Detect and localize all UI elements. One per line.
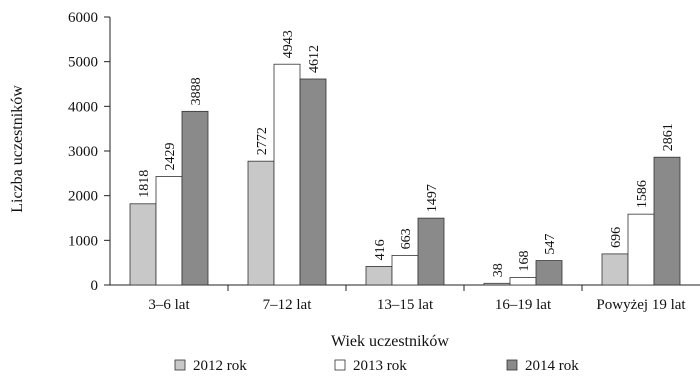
y-axis-ticks: 0 1000 2000 3000 4000 5000 6000 bbox=[68, 10, 110, 294]
bar-2013-cat-3 bbox=[509, 277, 537, 286]
data-label: 2429 bbox=[163, 143, 178, 171]
x-tick-label: 13–15 lat bbox=[377, 297, 434, 313]
data-labels: 1818 2429 3888 2772 4943 4612 416 663 1497 38 168 5… bbox=[137, 30, 676, 277]
data-label: 1586 bbox=[635, 180, 650, 208]
y-tick-label: 5000 bbox=[68, 55, 98, 71]
bar-2014-cat-3 bbox=[535, 260, 563, 286]
y-tick-label: 0 bbox=[91, 278, 99, 294]
bar-2012-cat-2 bbox=[365, 266, 393, 286]
bars bbox=[129, 63, 681, 286]
data-label: 416 bbox=[373, 239, 388, 260]
bar-2012-cat-4 bbox=[601, 253, 629, 286]
bar-2014-cat-2 bbox=[417, 217, 445, 286]
bar-2013-cat-4 bbox=[627, 213, 655, 286]
y-tick-label: 1000 bbox=[68, 233, 98, 249]
data-label: 4612 bbox=[307, 45, 322, 73]
x-tick-label: 16–19 lat bbox=[495, 297, 552, 313]
bar-2014-cat-4 bbox=[653, 156, 681, 286]
y-tick-label: 4000 bbox=[68, 99, 98, 115]
data-label: 168 bbox=[517, 250, 532, 271]
y-tick-label: 6000 bbox=[68, 10, 98, 26]
data-label: 663 bbox=[399, 228, 414, 249]
x-axis-ticks: 3–6 lat 7–12 lat 13–15 lat 16–19 lat Powyżej… bbox=[148, 285, 686, 313]
x-tick-label: 3–6 lat bbox=[148, 297, 190, 313]
data-label: 4943 bbox=[281, 30, 296, 58]
data-label: 1497 bbox=[425, 184, 440, 212]
legend-swatch bbox=[334, 359, 346, 371]
bar-2012-cat-0 bbox=[129, 203, 157, 286]
bar-2012-cat-1 bbox=[247, 160, 275, 286]
bar-2012-cat-3 bbox=[483, 282, 511, 286]
x-tick-label: Powyżej 19 lat bbox=[596, 297, 686, 313]
bar-2014-cat-0 bbox=[181, 110, 209, 286]
legend-label: 2013 rok bbox=[353, 358, 407, 374]
data-label: 696 bbox=[609, 227, 624, 248]
data-label: 3888 bbox=[189, 77, 204, 105]
legend-label: 2014 rok bbox=[525, 358, 579, 374]
legend-swatch bbox=[174, 359, 186, 371]
data-label: 547 bbox=[543, 234, 558, 255]
data-label: 2772 bbox=[255, 127, 270, 155]
x-tick-label: 7–12 lat bbox=[263, 297, 313, 313]
bar-2013-cat-2 bbox=[391, 254, 419, 286]
y-axis-title: Liczba uczestników bbox=[9, 85, 26, 213]
bar-2013-cat-0 bbox=[155, 176, 183, 286]
bar-2014-cat-1 bbox=[299, 78, 327, 286]
y-tick-label: 2000 bbox=[68, 189, 98, 205]
legend-swatch bbox=[506, 359, 518, 371]
legend: 2012 rok 2013 rok 2014 rok bbox=[174, 358, 579, 374]
y-tick-label: 3000 bbox=[68, 144, 98, 160]
data-label: 38 bbox=[491, 263, 506, 277]
data-label: 1818 bbox=[137, 170, 152, 198]
data-label: 2861 bbox=[661, 123, 676, 151]
bar-2013-cat-1 bbox=[273, 63, 301, 286]
legend-label: 2012 rok bbox=[193, 358, 247, 374]
x-axis-title: Wiek uczestników bbox=[331, 333, 449, 350]
